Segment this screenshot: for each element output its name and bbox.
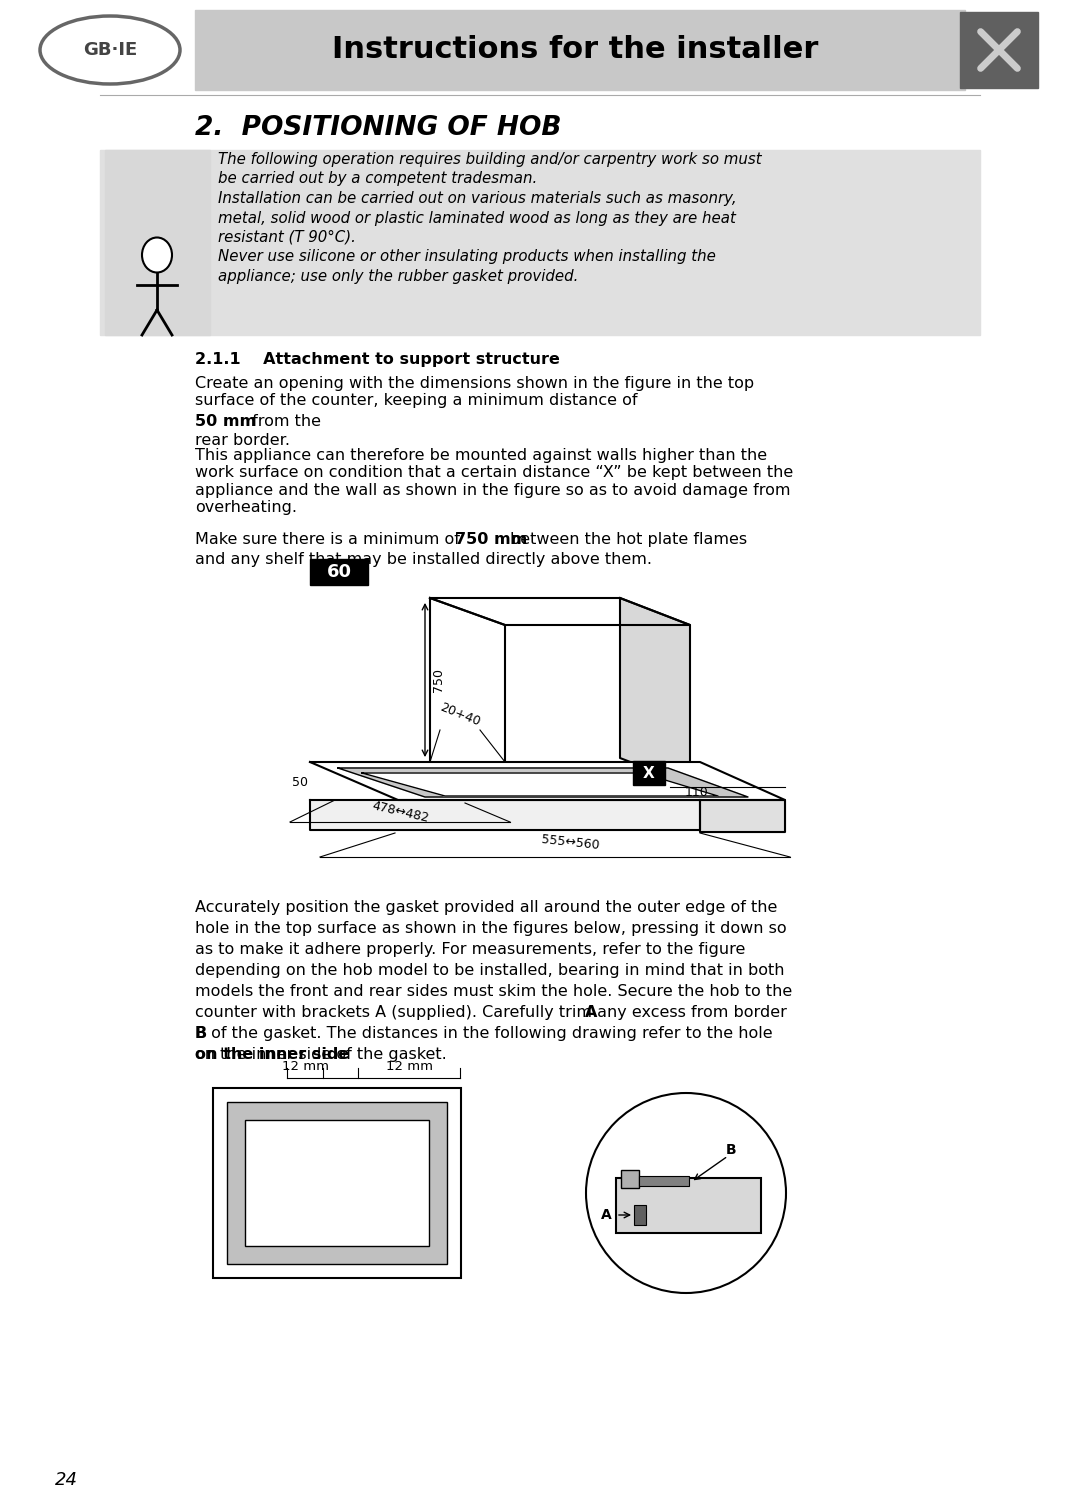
Text: Accurately position the gasket provided all around the outer edge of the: Accurately position the gasket provided …	[195, 901, 778, 916]
Text: 2.  POSITIONING OF HOB: 2. POSITIONING OF HOB	[195, 115, 562, 141]
Text: Create an opening with the dimensions shown in the figure in the top
surface of : Create an opening with the dimensions sh…	[195, 376, 754, 408]
Circle shape	[586, 1092, 786, 1293]
Bar	[213, 1088, 461, 1278]
Text: B: B	[726, 1142, 737, 1157]
Text: counter with brackets A (supplied). Carefully trim any excess from border: counter with brackets A (supplied). Care…	[195, 1005, 787, 1020]
Bar	[245, 1120, 429, 1247]
Bar	[960, 12, 1038, 88]
Text: Instructions for the installer: Instructions for the installer	[332, 35, 819, 65]
Text: Installation can be carried out on various materials such as masonry,: Installation can be carried out on vario…	[218, 190, 737, 205]
Text: GB·IE: GB·IE	[83, 41, 137, 59]
Text: models the front and rear sides must skim the hole. Secure the hob to the: models the front and rear sides must ski…	[195, 984, 793, 999]
Text: 478↔482: 478↔482	[370, 799, 430, 825]
Bar	[105, 150, 210, 335]
Text: between the hot plate flames: between the hot plate flames	[510, 532, 747, 547]
Bar	[639, 1176, 689, 1186]
Text: appliance; use only the rubber gasket provided.: appliance; use only the rubber gasket pr…	[218, 269, 579, 284]
Polygon shape	[310, 762, 785, 799]
Text: 110: 110	[685, 786, 708, 798]
Polygon shape	[430, 598, 690, 626]
Text: 12 mm: 12 mm	[282, 1061, 328, 1073]
Text: rear border.: rear border.	[195, 434, 291, 447]
Text: on the inner side of the gasket.: on the inner side of the gasket.	[195, 1047, 447, 1062]
Text: on the inner side: on the inner side	[195, 1047, 349, 1062]
Bar	[634, 1204, 646, 1225]
Text: This appliance can therefore be mounted against walls higher than the
work surfa: This appliance can therefore be mounted …	[195, 447, 793, 515]
Text: metal, solid wood or plastic laminated wood as long as they are heat: metal, solid wood or plastic laminated w…	[218, 210, 735, 225]
Text: 750: 750	[432, 668, 445, 692]
Text: 555↔560: 555↔560	[540, 834, 599, 852]
Text: 50 mm: 50 mm	[195, 414, 256, 429]
Polygon shape	[310, 799, 700, 830]
Text: A: A	[600, 1207, 611, 1222]
Text: and any shelf that may be installed directly above them.: and any shelf that may be installed dire…	[195, 552, 652, 567]
Text: The following operation requires building and/or carpentry work so must: The following operation requires buildin…	[218, 153, 761, 168]
Text: resistant (T 90°C).: resistant (T 90°C).	[218, 230, 356, 245]
Text: hole in the top surface as shown in the figures below, pressing it down so: hole in the top surface as shown in the …	[195, 922, 786, 935]
Text: 750 mm: 750 mm	[455, 532, 527, 547]
Text: 20+40: 20+40	[437, 701, 482, 728]
Text: 60: 60	[326, 564, 351, 582]
Bar	[100, 150, 980, 335]
Polygon shape	[700, 799, 785, 833]
Text: from the: from the	[247, 414, 321, 429]
Ellipse shape	[141, 237, 172, 272]
Text: 2.1.1    Attachment to support structure: 2.1.1 Attachment to support structure	[195, 352, 559, 367]
Polygon shape	[362, 774, 718, 796]
Text: 24: 24	[55, 1472, 78, 1488]
Bar	[633, 762, 665, 786]
Polygon shape	[620, 598, 690, 786]
Polygon shape	[338, 768, 748, 796]
Text: 12 mm: 12 mm	[387, 1061, 433, 1073]
Text: A: A	[585, 1005, 597, 1020]
Text: as to make it adhere properly. For measurements, refer to the figure: as to make it adhere properly. For measu…	[195, 941, 745, 956]
Text: Never use silicone or other insulating products when installing the: Never use silicone or other insulating p…	[218, 249, 716, 264]
Text: X: X	[643, 766, 654, 781]
Bar	[616, 1179, 761, 1233]
Text: B: B	[195, 1026, 207, 1041]
Polygon shape	[430, 598, 505, 790]
Text: depending on the hob model to be installed, bearing in mind that in both: depending on the hob model to be install…	[195, 963, 784, 978]
Bar	[621, 1170, 639, 1188]
Text: Make sure there is a minimum of: Make sure there is a minimum of	[195, 532, 460, 547]
Text: B of the gasket. The distances in the following drawing refer to the hole: B of the gasket. The distances in the fo…	[195, 1026, 772, 1041]
Text: be carried out by a competent tradesman.: be carried out by a competent tradesman.	[218, 172, 537, 186]
Bar	[227, 1102, 447, 1265]
Bar	[195, 11, 966, 91]
Bar	[310, 559, 368, 585]
Text: 50: 50	[292, 777, 308, 790]
